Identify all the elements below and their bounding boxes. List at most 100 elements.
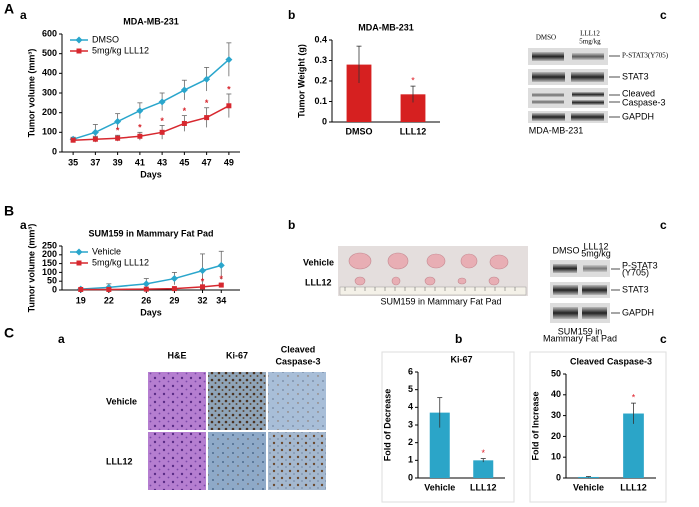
blot-caption: SUM159 in <box>558 326 603 336</box>
subpanel-letter: b <box>455 332 462 346</box>
y-axis-label: Fold of Increase <box>530 391 540 460</box>
y-axis-label: Tumor volume (mm³) <box>26 49 36 138</box>
x-tick-label: 26 <box>141 295 151 305</box>
y-axis-label: Tumor volume (mm³) <box>26 224 36 313</box>
y-tick-label: 0 <box>52 284 57 294</box>
ruler <box>339 286 527 296</box>
data-marker <box>180 86 188 94</box>
y-tick-label: 200 <box>42 249 57 259</box>
y-tick-label: 0.2 <box>314 75 327 85</box>
micrograph <box>148 432 206 490</box>
x-tick-label: 32 <box>198 295 208 305</box>
lane-label: 5mg/kg <box>579 38 601 46</box>
chart-frame <box>529 351 667 503</box>
data-marker <box>171 286 177 292</box>
x-tick-label: 19 <box>76 295 86 305</box>
x-tick-label: 22 <box>104 295 114 305</box>
chart-title: Ki-67 <box>450 354 472 364</box>
data-marker <box>76 48 82 54</box>
x-tick-label: 47 <box>202 157 212 167</box>
data-marker <box>170 275 178 283</box>
x-tick-label: 49 <box>224 157 234 167</box>
x-tick-label: LLL12 <box>470 482 497 492</box>
y-tick-label: 10 <box>551 452 561 462</box>
data-marker <box>92 136 98 142</box>
subpanel-letter: c <box>660 218 667 232</box>
significance-mark: * <box>183 106 187 116</box>
data-marker <box>218 282 224 288</box>
y-tick-label: 3 <box>408 419 413 429</box>
y-tick-label: 300 <box>42 87 57 97</box>
data-marker <box>200 284 206 290</box>
subpanel-letter: a <box>20 218 27 232</box>
y-tick-label: 5 <box>408 384 413 394</box>
western-blot: DMSO LLL12 5mg/kg P-STAT3 (Y705) STAT3 G… <box>543 241 658 343</box>
y-tick-label: 500 <box>42 48 57 58</box>
y-tick-label: 6 <box>408 366 413 376</box>
data-marker <box>137 133 143 139</box>
series-line <box>72 59 230 140</box>
row-label: LLL12 <box>305 277 332 287</box>
significance-mark: * <box>160 116 164 126</box>
blot-band <box>572 100 604 105</box>
x-axis-label: Days <box>140 307 162 317</box>
micrograph <box>208 432 266 490</box>
data-marker <box>114 118 122 126</box>
bar <box>623 413 644 478</box>
blot-band <box>532 113 565 121</box>
y-tick-label: 0.1 <box>314 96 327 106</box>
legend-label: DMSO <box>92 34 119 44</box>
y-tick-label: 0.3 <box>314 55 327 65</box>
data-marker <box>143 286 149 292</box>
significance-mark: * <box>205 98 209 108</box>
blot-band <box>553 307 578 319</box>
subpanel-letter: a <box>58 332 65 346</box>
x-tick-label: 37 <box>90 157 100 167</box>
data-marker <box>75 248 83 256</box>
y-tick-label: 0 <box>408 472 413 482</box>
significance-mark: * <box>632 392 636 402</box>
band-label: (Y705) <box>622 267 649 277</box>
band-label: P-STAT3 <box>622 260 658 270</box>
blot-band <box>572 92 604 97</box>
data-marker <box>203 75 211 83</box>
y-tick-label: 40 <box>551 389 561 399</box>
y-tick-label: 100 <box>42 127 57 137</box>
tumor-photo: Vehicle LLL12 SUM159 in Mammary Fat Pad <box>303 246 528 306</box>
chart-frame <box>381 351 515 503</box>
series-line <box>73 105 230 141</box>
chart-title: SUM159 in Mammary Fat Pad <box>88 228 213 238</box>
blot-caption: Mammary Fat Pad <box>543 333 617 343</box>
y-axis-label: Fold of Decrease <box>382 389 392 462</box>
y-tick-label: 50 <box>47 276 57 286</box>
data-marker <box>158 98 166 106</box>
y-tick-label: 50 <box>551 368 561 378</box>
ruler-ticks <box>344 287 516 291</box>
bar <box>473 460 494 478</box>
significance-mark: * <box>220 274 224 284</box>
micrograph <box>268 372 326 430</box>
significance-mark: * <box>116 126 120 136</box>
x-tick-label: 29 <box>169 295 179 305</box>
row-label: LLL12 <box>106 456 133 466</box>
blot-band <box>553 264 577 273</box>
blot-band <box>553 285 578 295</box>
series-line <box>80 264 222 290</box>
data-marker <box>106 286 112 292</box>
tumors <box>348 252 509 286</box>
blot-band <box>572 53 604 60</box>
column-label: Ki-67 <box>226 350 248 360</box>
data-marker <box>217 261 225 269</box>
y-tick-label: 30 <box>551 410 561 420</box>
data-marker <box>181 120 187 126</box>
blot-band <box>583 265 607 272</box>
band-label: STAT3 <box>622 71 649 81</box>
x-tick-label: DMSO <box>346 126 373 136</box>
data-marker <box>91 128 99 136</box>
data-marker <box>78 286 84 292</box>
row-label: Vehicle <box>106 396 137 406</box>
band-label: GAPDH <box>622 307 654 317</box>
band-label: P-STAT3(Y705) <box>622 52 669 60</box>
micrograph <box>268 432 326 490</box>
